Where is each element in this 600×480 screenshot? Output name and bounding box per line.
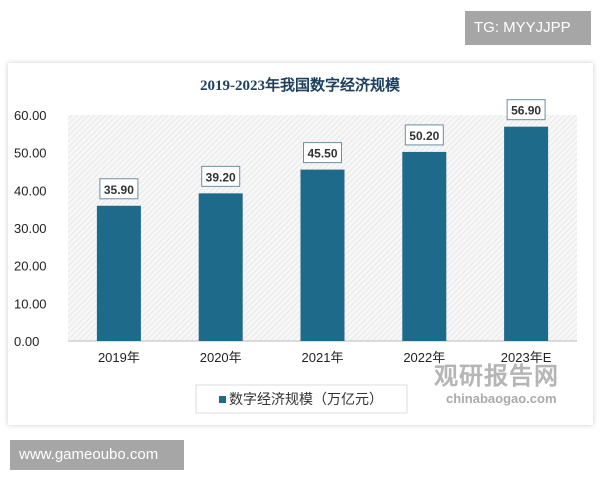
data-label: 50.20 (409, 129, 439, 143)
data-label-box (404, 124, 444, 146)
tg-watermark: TG: MYYJJPP (465, 11, 591, 45)
data-label: 35.90 (104, 183, 134, 197)
brand-en: chinabaogao.com (446, 391, 557, 406)
site-watermark: www.gameoubo.com (10, 440, 184, 470)
x-tick-label: 2020年 (200, 350, 242, 365)
legend-swatch (219, 396, 226, 403)
bar (198, 193, 243, 341)
bar (300, 169, 345, 341)
chart-title: 2019-2023年我国数字经济规模 (200, 76, 401, 94)
chinabaogao-watermark: 观研报告网 chinabaogao.com (398, 356, 559, 406)
data-label-box (99, 178, 139, 200)
data-label-box (201, 165, 241, 187)
x-tick-label: 2023年E (501, 350, 552, 365)
x-tick-label: 2019年 (98, 350, 140, 365)
y-tick-label: 20.00 (14, 259, 47, 274)
x-tick-label: 2021年 (302, 350, 344, 365)
x-tick-label: 2022年 (403, 350, 445, 365)
data-label: 56.90 (511, 104, 541, 118)
y-tick-label: 60.00 (14, 108, 47, 123)
data-label: 45.50 (307, 147, 337, 161)
bar (504, 126, 549, 341)
y-tick-label: 10.00 (14, 296, 47, 311)
y-tick-label: 40.00 (14, 183, 47, 198)
bar (96, 205, 141, 341)
y-tick-label: 50.00 (14, 146, 47, 161)
legend: 数字经济规模（万亿元） (195, 384, 408, 414)
bar (402, 151, 447, 341)
legend-label: 数字经济规模（万亿元） (229, 391, 383, 407)
brand-cn: 观研报告网 (434, 363, 559, 390)
data-label-box (303, 142, 342, 164)
y-tick-label: 0.00 (14, 334, 39, 349)
y-tick-label: 30.00 (14, 221, 47, 236)
data-label-box (506, 99, 546, 121)
data-label: 39.20 (206, 170, 236, 184)
